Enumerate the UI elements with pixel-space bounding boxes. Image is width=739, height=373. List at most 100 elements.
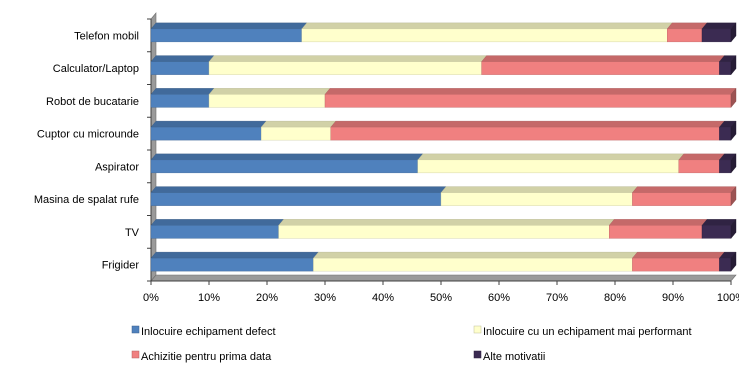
bar-segment [312, 251, 638, 272]
bar-segment-front [417, 159, 679, 174]
x-tick-label: 100% [717, 292, 739, 304]
bar-row [150, 55, 737, 76]
bar-segment-top [301, 22, 673, 30]
bar-segment-front [632, 257, 720, 272]
bar-segment-end [730, 22, 737, 43]
bar-segment [150, 22, 308, 43]
bar-row [150, 251, 737, 272]
bar-segment [150, 120, 267, 141]
category-label: Robot de bucatarie [46, 96, 139, 108]
category-label: Aspirator [95, 161, 139, 173]
bar-segment-front [150, 126, 262, 141]
bar-segment-end [730, 87, 737, 108]
bar-segment-front [701, 225, 732, 239]
legend-item: Inlocuire cu un echipament mai performan… [473, 325, 692, 338]
bar-segment [666, 22, 708, 43]
bar-segment [330, 120, 725, 141]
legend-label: Achizitie pentru prima data [141, 351, 272, 363]
back-wall [156, 13, 736, 275]
bar-segment-front [301, 28, 668, 43]
legend-swatch [131, 325, 140, 334]
category-label: TV [125, 227, 140, 239]
bar-segment [718, 120, 737, 141]
bar-row [150, 22, 737, 43]
category-label: Frigider [102, 260, 140, 272]
bar-segment [608, 219, 708, 239]
bar-segment-front [208, 61, 482, 75]
bar-segment [440, 186, 638, 206]
chart-walls [150, 12, 737, 282]
bar-segment-top [666, 22, 708, 30]
bar-segment-front [719, 126, 732, 141]
category-label: Cuptor cu microunde [37, 129, 139, 141]
bar-row [150, 186, 737, 207]
bar-segment-front [719, 159, 732, 174]
bar-segment-front [678, 159, 720, 174]
bar-segment-top [701, 219, 737, 226]
x-tick-label: 20% [256, 292, 278, 304]
bar-segment-top [150, 55, 215, 62]
bar-segment [278, 219, 615, 239]
bar-segment-top [678, 153, 725, 161]
bar-segment-top [278, 219, 615, 226]
bar-segment-top [208, 55, 488, 62]
bar-segment-top [481, 55, 725, 62]
bar-segment-front [150, 225, 279, 239]
bar-segment [150, 55, 215, 75]
bar-segment-front [150, 159, 418, 174]
bar-segment-end [730, 55, 737, 76]
bar-segment-top [324, 88, 737, 95]
legend-swatch [473, 350, 482, 359]
bar-segment-front [701, 28, 732, 43]
bar-segment-front [208, 94, 326, 108]
bar-segment-front [330, 126, 720, 141]
bar-segment-front [719, 61, 732, 75]
bar-segment [481, 55, 725, 75]
bar-segment [631, 186, 737, 207]
bar-segment [208, 88, 331, 108]
bar-segment-top [150, 186, 447, 193]
bar-segment-front [481, 61, 720, 75]
bar-segment-top [440, 186, 638, 193]
bar-segment-end [730, 218, 737, 239]
bar-segment-front [632, 192, 732, 206]
bar-segment [701, 218, 737, 239]
bar-segment-top [150, 251, 319, 259]
x-tick-label: 90% [662, 292, 684, 304]
bar-segment-front [150, 61, 210, 75]
legend-item: Achizitie pentru prima data [131, 350, 272, 363]
bar-segment-end [730, 120, 737, 141]
bar-segment-top [150, 88, 215, 95]
floor-wall [150, 274, 737, 282]
bar-segment-top [330, 120, 725, 128]
bar-segment-top [608, 219, 708, 226]
category-label: Masina de spalat rufe [34, 194, 139, 206]
legend-item: Inlocuire echipament defect [131, 325, 276, 338]
side-wall [150, 12, 157, 282]
bar-segment-front [150, 192, 442, 206]
legend-swatch [131, 350, 140, 359]
bar-segment [678, 153, 725, 174]
bar-segment-front [324, 94, 732, 108]
category-labels: Telefon mobil Calculator/Laptop Robot de b… [34, 30, 140, 271]
legend: Inlocuire echipament defect Inlocuire cu … [131, 325, 692, 363]
bar-segment [150, 186, 447, 206]
bar-segment-front [261, 126, 332, 141]
bar-segment-top [150, 120, 267, 128]
bar-segment [417, 153, 685, 174]
x-tick-label: 50% [430, 292, 452, 304]
bar-segment-front [440, 192, 633, 206]
bar-segment-top [208, 88, 331, 95]
bar-segment [208, 55, 488, 75]
bar-segment [324, 87, 737, 108]
x-tick-label: 40% [372, 292, 394, 304]
bars [150, 22, 737, 272]
bar-segment-end [730, 153, 737, 174]
bar-segment-top [260, 120, 337, 128]
bar-segment-top [631, 186, 737, 193]
bar-segment-top [150, 219, 285, 226]
bar-segment [718, 251, 737, 272]
x-tick-label: 30% [314, 292, 336, 304]
bar-segment-front [609, 225, 703, 239]
